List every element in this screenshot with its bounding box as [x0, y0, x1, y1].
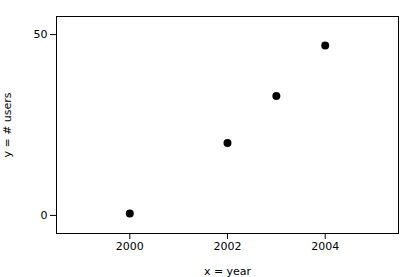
svg-text:2000: 2000 [116, 240, 144, 253]
svg-text:0: 0 [41, 209, 48, 222]
svg-text:y = # users: y = # users [1, 92, 14, 157]
svg-text:2002: 2002 [214, 240, 242, 253]
svg-text:2004: 2004 [311, 240, 339, 253]
svg-text:50: 50 [34, 28, 48, 41]
svg-text:x = year: x = year [204, 265, 252, 277]
